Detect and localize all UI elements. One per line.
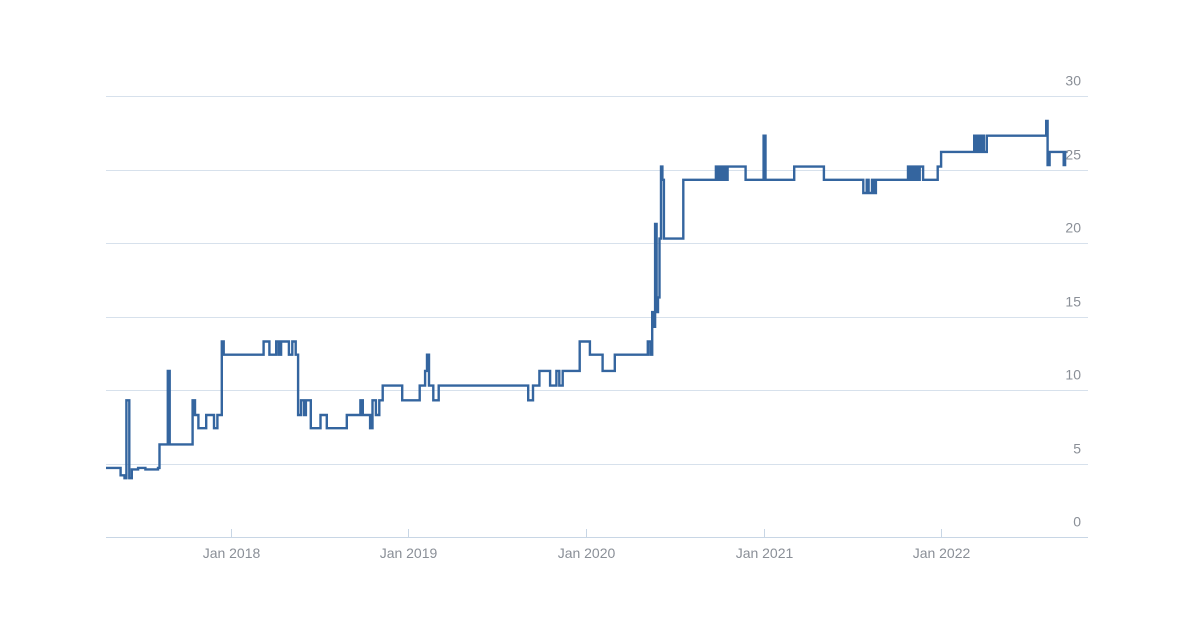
y-tick-label: 25 <box>1065 147 1081 163</box>
y-tick-label: 5 <box>1073 441 1081 457</box>
y-tick-label: 20 <box>1065 220 1081 236</box>
y-tick-label: 15 <box>1065 294 1081 310</box>
x-tick-label: Jan 2022 <box>913 545 971 561</box>
x-tick-label: Jan 2021 <box>736 545 794 561</box>
y-tick-label: 30 <box>1065 73 1081 89</box>
y-tick-label: 10 <box>1065 367 1081 383</box>
label-layer: 0 5 10 15 20 25 30 Jan 2018 Jan 2019 Jan 2020 Jan … <box>203 73 1082 562</box>
x-tick-label: Jan 2020 <box>558 545 616 561</box>
x-tick-label: Jan 2019 <box>380 545 438 561</box>
series-layer <box>106 119 1068 480</box>
y-tick-label: 0 <box>1073 514 1081 530</box>
axis-layer <box>106 529 1088 538</box>
x-tick-label: Jan 2018 <box>203 545 261 561</box>
grid-layer <box>106 96 1088 465</box>
series-line <box>106 119 1068 480</box>
